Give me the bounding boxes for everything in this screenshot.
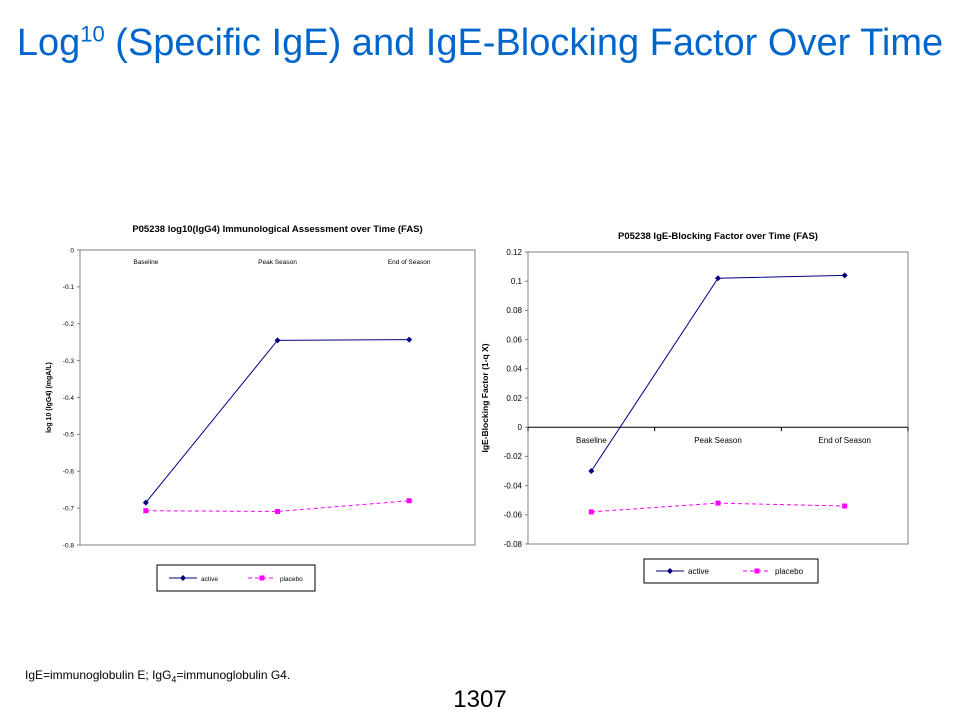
- igg4-series-placebo-line: [145, 500, 410, 512]
- footnote-subscript: 4: [171, 674, 177, 685]
- ige-blocking-series-placebo-point: [715, 500, 721, 506]
- ige-blocking-ytick-label: 0.04: [506, 365, 522, 374]
- ige-blocking-series-active-point: [715, 275, 721, 282]
- igg4-chart-panel: P05238 log10(IgG4) Immunological Assessm…: [45, 210, 485, 595]
- igg4-series-placebo-point: [275, 508, 280, 514]
- igg4-category-label: Peak Season: [258, 259, 297, 266]
- igg4-y-axis-label: log 10 (IgG4) (mgA/L): [46, 362, 53, 433]
- ige-blocking-chart-title: P05238 IgE-Blocking Factor over Time (FA…: [618, 231, 818, 242]
- igg4-ytick-label: -0.6: [63, 469, 75, 476]
- igg4-series-placebo-point: [143, 508, 149, 514]
- igg4-ytick-label: -0.5: [63, 432, 75, 439]
- ige-blocking-series-placebo-point: [588, 509, 594, 515]
- ige-blocking-series-placebo-point: [842, 503, 848, 509]
- ige-blocking-ytick-label: 0.1: [511, 277, 523, 286]
- footnote-part2: =immunoglobulin G4.: [176, 668, 291, 682]
- igg4-ytick-label: -0.7: [63, 505, 75, 512]
- ige-blocking-ytick-label: 0.02: [506, 394, 522, 403]
- slide-title: Log10 (Specific IgE) and IgE-Blocking Fa…: [0, 22, 960, 64]
- igg4-series-active-line: [145, 339, 410, 503]
- ige-blocking-legend-active-marker: [667, 568, 673, 574]
- igg4-series-placebo-point: [406, 498, 412, 504]
- ige-blocking-chart: P05238 IgE-Blocking Factor over Time (FA…: [480, 231, 909, 584]
- igg4-ytick-label: -0.8: [63, 542, 75, 549]
- igg4-series-active-point: [142, 499, 149, 506]
- ige-blocking-chart-panel: P05238 IgE-Blocking Factor over Time (FA…: [478, 220, 922, 595]
- ige-blocking-ytick-label: -0.02: [504, 452, 523, 461]
- slide-title-rest: (Specific IgE) and IgE-Blocking Factor O…: [104, 22, 944, 64]
- ige-blocking-ytick-label: -0.04: [504, 481, 523, 490]
- igg4-ytick-label: -0.1: [63, 284, 75, 291]
- ige-blocking-ytick-label: -0.06: [504, 511, 523, 520]
- ige-blocking-legend-placebo-label: placebo: [775, 567, 804, 576]
- igg4-ytick-label: -0.4: [63, 395, 75, 402]
- ige-blocking-legend-active-label: active: [688, 567, 709, 576]
- igg4-chart-title: P05238 log10(IgG4) Immunological Assessm…: [132, 224, 422, 235]
- ige-blocking-legend-placebo-marker: [754, 568, 760, 574]
- ige-blocking-y-axis-label: IgE-Blocking Factor (1-q X): [480, 343, 490, 452]
- igg4-series-active-point: [406, 336, 413, 343]
- igg4-legend-active-label: active: [201, 576, 218, 583]
- ige-blocking-category-label: Peak Season: [694, 436, 742, 445]
- ige-blocking-legend: active placebo: [643, 558, 819, 584]
- page-number: 1307: [453, 686, 507, 713]
- igg4-category-label: Baseline: [133, 259, 158, 266]
- igg4-legend: active placebo: [156, 564, 316, 592]
- slide-title-prefix: Log: [16, 22, 81, 64]
- igg4-legend-placebo-label: placebo: [280, 576, 303, 583]
- ige-blocking-series-active-point: [588, 468, 595, 474]
- igg4-series-active-point: [274, 337, 281, 344]
- ige-blocking-ytick-label: 0: [518, 423, 523, 432]
- igg4-ytick-label: -0.3: [63, 358, 75, 365]
- ige-blocking-category-label: End of Season: [818, 436, 870, 445]
- ige-blocking-category-label: Baseline: [576, 436, 607, 445]
- ige-blocking-ytick-label: -0.08: [504, 540, 523, 549]
- ige-blocking-plot-area: [527, 251, 909, 545]
- igg4-legend-placebo-marker: [259, 575, 265, 581]
- footnote-part1: IgE=immunoglobulin E; IgG: [25, 668, 172, 682]
- igg4-plot-area: [79, 249, 476, 546]
- ige-blocking-ytick-label: 0.12: [506, 248, 522, 257]
- igg4-ytick-label: 0: [70, 247, 74, 254]
- igg4-ytick-label: -0.2: [63, 321, 75, 328]
- ige-blocking-ytick-label: 0.06: [506, 335, 522, 344]
- igg4-legend-active-marker: [180, 575, 186, 581]
- slide-title-superscript: 10: [80, 21, 105, 47]
- igg4-category-label: End of Season: [388, 259, 431, 266]
- igg4-chart: P05238 log10(IgG4) Immunological Assessm…: [46, 224, 476, 592]
- ige-blocking-series-active-point: [841, 272, 848, 279]
- ige-blocking-ytick-label: 0.08: [506, 306, 522, 315]
- footnote: IgE=immunoglobulin E; IgG4=immunoglobuli…: [25, 668, 290, 684]
